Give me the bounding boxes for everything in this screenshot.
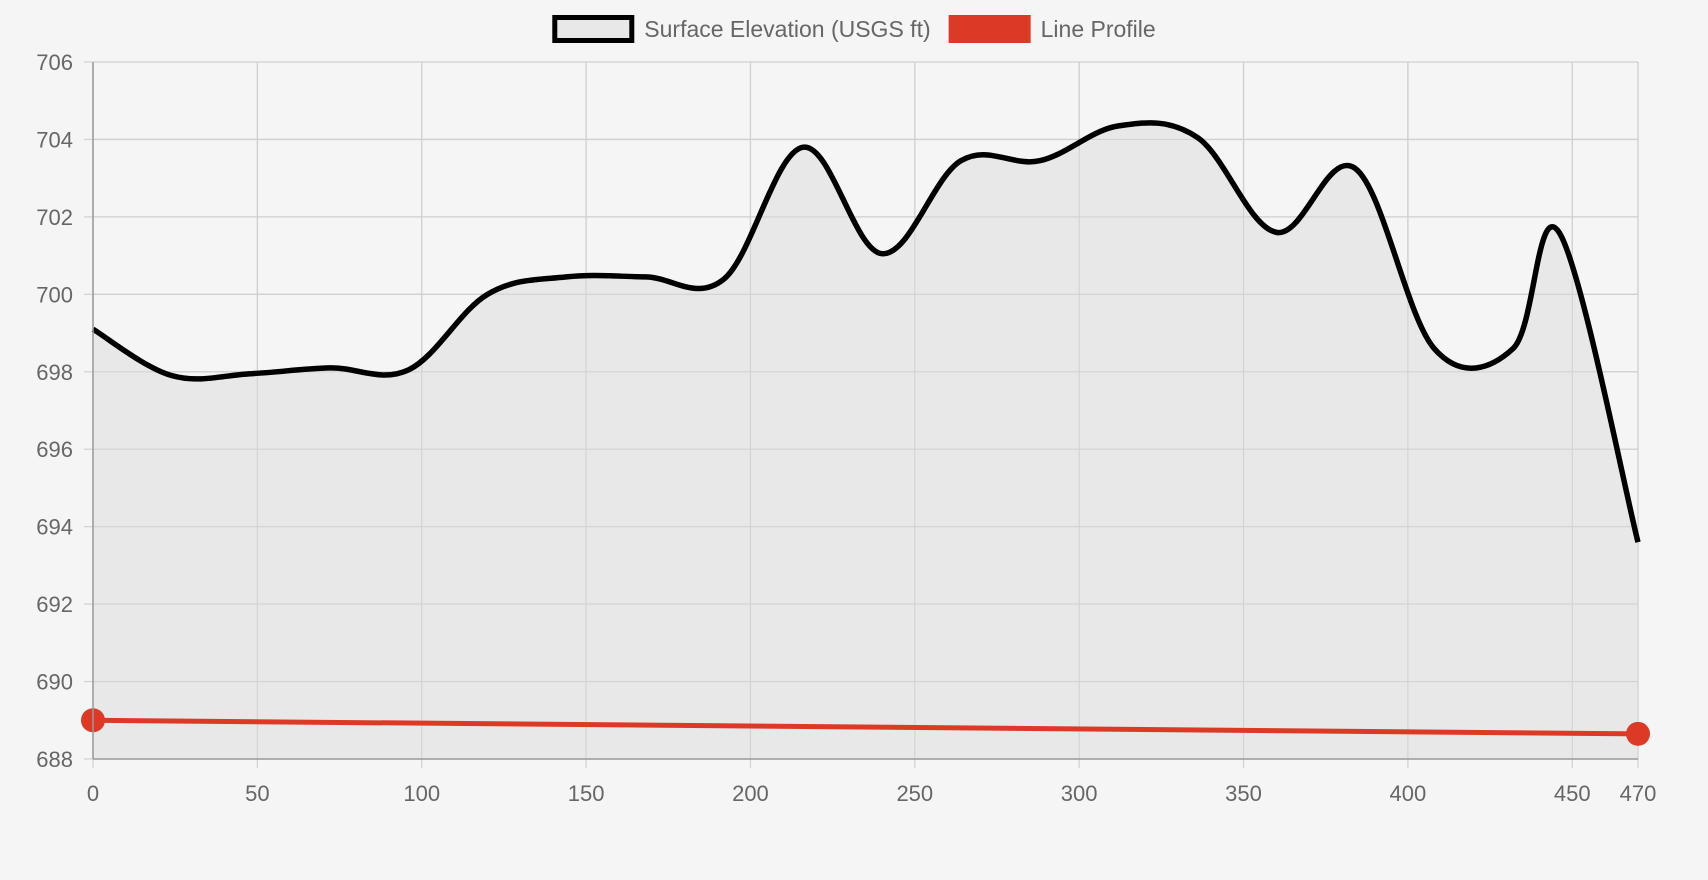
- y-tick-label: 694: [36, 515, 73, 540]
- legend-label: Line Profile: [1041, 16, 1156, 42]
- x-tick-label: 0: [87, 781, 99, 806]
- x-tick-label: 400: [1390, 781, 1427, 806]
- y-tick-label: 698: [36, 360, 73, 385]
- x-tick-label: 50: [245, 781, 269, 806]
- legend: Surface Elevation (USGS ft) Line Profile: [552, 15, 1156, 43]
- surface-elevation-area: [93, 122, 1638, 760]
- x-tick-label: 100: [403, 781, 440, 806]
- x-tick-label: 350: [1225, 781, 1262, 806]
- y-tick-label: 696: [36, 437, 73, 462]
- x-tick-label: 450: [1554, 781, 1591, 806]
- axes: 688 690 692 694 696 698 700 702 704 706 0 50 100 150 2…: [36, 50, 1656, 806]
- x-tick-label: 250: [896, 781, 933, 806]
- x-tick-label: 200: [732, 781, 769, 806]
- y-tick-label: 702: [36, 205, 73, 230]
- line-profile-point: [1626, 721, 1650, 746]
- x-tick-label: 470: [1620, 781, 1657, 806]
- y-tick-label: 688: [36, 747, 73, 772]
- x-tick-label: 300: [1061, 781, 1098, 806]
- y-tick-label: 704: [36, 127, 73, 152]
- legend-swatch-line-profile: [948, 15, 1031, 43]
- y-tick-label: 706: [36, 50, 73, 75]
- x-tick-label: 150: [568, 781, 605, 806]
- y-tick-label: 692: [36, 592, 73, 617]
- y-tick-label: 690: [36, 670, 73, 695]
- surface-elevation-line: [91, 120, 1641, 543]
- legend-swatch-surface-elevation: [552, 15, 635, 43]
- series-layer: [81, 61, 1650, 760]
- line-profile-line: [92, 717, 1639, 737]
- y-tick-label: 700: [36, 282, 73, 307]
- legend-label: Surface Elevation (USGS ft): [644, 16, 930, 42]
